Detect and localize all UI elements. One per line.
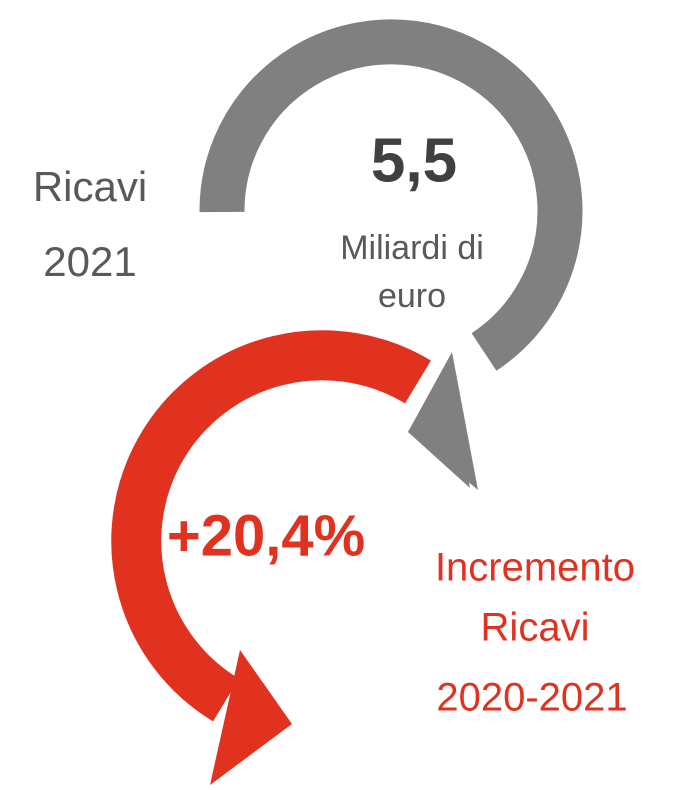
red-arc	[111, 330, 431, 722]
gray-arrowhead-fill	[408, 362, 470, 488]
revenue-unit: Miliardi di	[340, 229, 484, 267]
gray-arc	[199, 19, 583, 371]
revenue-unit: euro	[378, 277, 446, 315]
red-arrowhead	[210, 650, 292, 785]
left-label: Ricavi	[33, 163, 147, 210]
growth-value: +20,4%	[167, 503, 365, 568]
revenue-value: 5,5	[371, 126, 457, 195]
left-label: 2021	[43, 238, 136, 285]
growth-label: Ricavi	[481, 606, 590, 650]
growth-label: Incremento	[435, 546, 635, 590]
growth-label: 2020-2021	[436, 676, 627, 720]
